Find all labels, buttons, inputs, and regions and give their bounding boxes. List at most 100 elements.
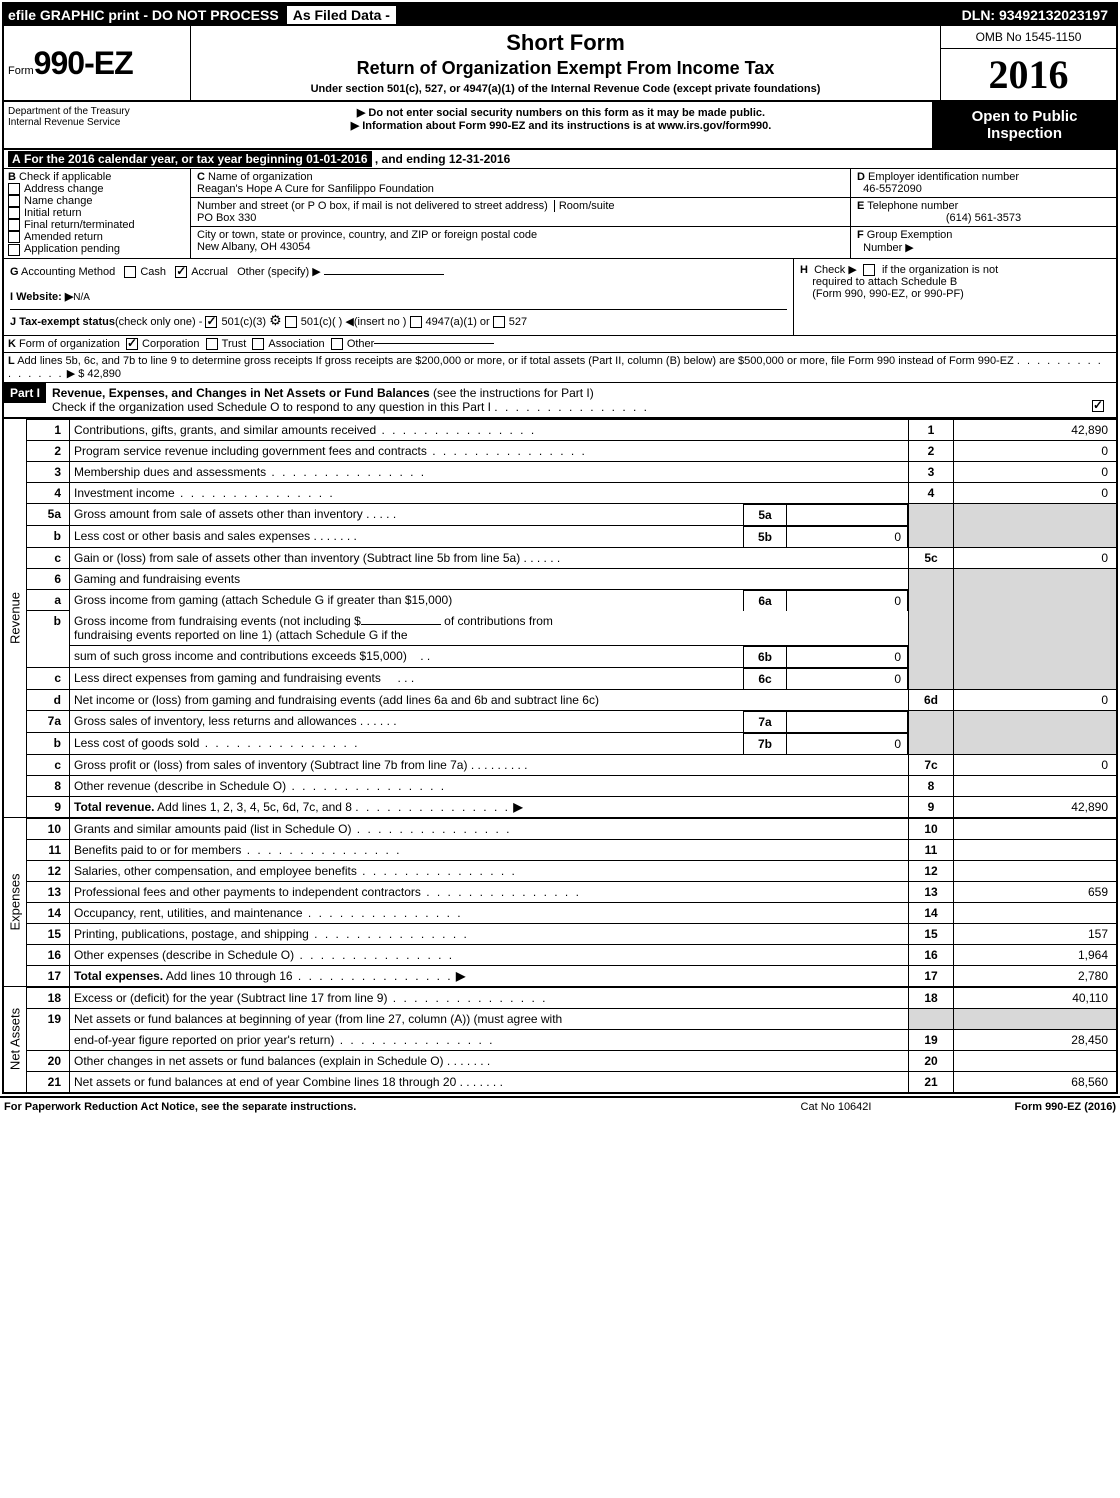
check-schedule-b[interactable] <box>863 264 875 276</box>
ein-label: Employer identification number <box>868 171 1019 183</box>
line-6c-num: c <box>27 667 70 689</box>
check-501c3[interactable] <box>205 316 217 328</box>
line-20-col: 20 <box>909 1050 954 1071</box>
check-other-org[interactable] <box>331 338 343 350</box>
line-6b-d4: sum of such gross income and contributio… <box>70 646 744 667</box>
check-cash[interactable] <box>124 266 136 278</box>
g-other: Other (specify) ▶ <box>237 266 321 278</box>
part1-desc: Revenue, Expenses, and Changes in Net As… <box>46 383 1116 417</box>
check-amended-return[interactable] <box>8 231 20 243</box>
b-item-5: Application pending <box>24 243 120 255</box>
grey-cell <box>909 710 954 754</box>
c-city-label: City or town, state or province, country… <box>197 229 537 241</box>
line-9-desc: Total revenue. Add lines 1, 2, 3, 4, 5c,… <box>70 796 909 817</box>
k-opt-0: Corporation <box>142 338 199 350</box>
line-5b-ma: 0 <box>787 526 908 547</box>
check-name-change[interactable] <box>8 195 20 207</box>
line-11-desc: Benefits paid to or for members <box>70 839 909 860</box>
check-501c[interactable] <box>285 316 297 328</box>
line-16-amt: 1,964 <box>954 944 1117 965</box>
line-12-desc: Salaries, other compensation, and employ… <box>70 860 909 881</box>
check-corporation[interactable] <box>126 338 138 350</box>
line-8-desc: Other revenue (describe in Schedule O) <box>70 775 909 796</box>
header-row: Form990-EZ Short Form Return of Organiza… <box>4 26 1116 102</box>
check-application-pending[interactable] <box>8 244 20 256</box>
line-7c-num: c <box>27 754 70 775</box>
c-name-label: Name of organization <box>208 171 313 183</box>
irs-label: Internal Revenue Service <box>8 117 186 128</box>
line-6a-wrap: Gross income from gaming (attach Schedul… <box>70 589 909 611</box>
line-14-amt <box>954 902 1117 923</box>
dept-row: Department of the Treasury Internal Reve… <box>4 102 1116 150</box>
line-17-col: 17 <box>909 965 954 986</box>
check-4947[interactable] <box>410 316 422 328</box>
group-number: Number ▶ <box>863 242 914 254</box>
line-6b-blank[interactable] <box>361 624 441 625</box>
line-10-col: 10 <box>909 818 954 839</box>
note-ssn: ▶ Do not enter social security numbers o… <box>198 106 924 119</box>
form-number: 990-EZ <box>34 45 133 81</box>
section-b: B Check if applicable Address change Nam… <box>4 169 191 258</box>
b-item-4: Amended return <box>24 231 103 243</box>
line-6-desc: Gaming and fundraising events <box>70 568 909 589</box>
k-other-input[interactable] <box>374 343 494 344</box>
line-19-amt: 28,450 <box>954 1029 1117 1050</box>
expenses-side-label: Expenses <box>4 818 27 986</box>
org-city: New Albany, OH 43054 <box>197 241 311 253</box>
line-7a-mc: 7a <box>744 711 787 732</box>
c-label: C <box>197 171 205 183</box>
line-7a-desc: Gross sales of inventory, less returns a… <box>70 711 744 732</box>
line-10-amt <box>954 818 1117 839</box>
check-address-change[interactable] <box>8 183 20 195</box>
j-opt-3: 527 <box>509 316 527 328</box>
check-527[interactable] <box>493 316 505 328</box>
line-5a-mc: 5a <box>744 504 787 525</box>
line-6a-mc: 6a <box>744 590 787 611</box>
line-21-num: 21 <box>27 1071 70 1092</box>
section-h: H Check ▶ if the organization is not req… <box>793 259 1116 335</box>
line-7b-num: b <box>27 732 70 754</box>
line-18-num: 18 <box>27 987 70 1008</box>
g-other-input[interactable] <box>324 274 444 275</box>
a-ending-date: 12-31-2016 <box>449 152 510 166</box>
g-cash: Cash <box>140 266 166 278</box>
line-14-num: 14 <box>27 902 70 923</box>
h-text1: Check ▶ <box>814 264 857 276</box>
dots-icon <box>494 400 649 414</box>
line-7a-num: 7a <box>27 710 70 732</box>
line-7c-col: 7c <box>909 754 954 775</box>
check-trust[interactable] <box>206 338 218 350</box>
check-initial-return[interactable] <box>8 207 20 219</box>
line-12-amt <box>954 860 1117 881</box>
open-to-public-badge: Open to Public Inspection <box>932 102 1116 148</box>
form-990ez: efile GRAPHIC print - DO NOT PROCESS As … <box>2 2 1118 1094</box>
grey-cell <box>954 503 1117 547</box>
section-g-i-j: G Accounting Method Cash Accrual Other (… <box>4 259 793 335</box>
dln-label: DLN: 93492132023197 <box>954 7 1116 23</box>
check-final-return[interactable] <box>8 219 20 231</box>
line-4-desc: Investment income <box>70 482 909 503</box>
line-13-col: 13 <box>909 881 954 902</box>
section-k: K Form of organization Corporation Trust… <box>4 336 1116 353</box>
return-title: Return of Organization Exempt From Incom… <box>199 58 932 79</box>
c-street-label: Number and street (or P O box, if mail i… <box>197 200 548 212</box>
check-schedule-o[interactable] <box>1092 400 1104 412</box>
under-section: Under section 501(c), 527, or 4947(a)(1)… <box>199 83 932 95</box>
check-accrual[interactable] <box>175 266 187 278</box>
h-text3: required to attach Schedule B <box>812 276 957 288</box>
inspection: Inspection <box>937 125 1112 142</box>
line-6c-wrap: Less direct expenses from gaming and fun… <box>70 667 909 689</box>
line-6a-desc: Gross income from gaming (attach Schedul… <box>70 590 744 611</box>
a-ending-label: , and ending <box>375 152 446 166</box>
expenses-section: Expenses 10Grants and similar amounts pa… <box>4 817 1116 986</box>
line-10-desc: Grants and similar amounts paid (list in… <box>70 818 909 839</box>
b-item-2: Initial return <box>24 207 81 219</box>
short-form-title: Short Form <box>199 30 932 56</box>
line-21-desc: Net assets or fund balances at end of ye… <box>70 1071 909 1092</box>
line-6d-desc: Net income or (loss) from gaming and fun… <box>70 689 909 710</box>
a-text: For the 2016 calendar year, or tax year … <box>24 152 368 166</box>
line-19-num: 19 <box>27 1008 70 1050</box>
d-label: D <box>857 171 865 183</box>
line-7b-desc: Less cost of goods sold <box>70 733 744 754</box>
check-association[interactable] <box>252 338 264 350</box>
